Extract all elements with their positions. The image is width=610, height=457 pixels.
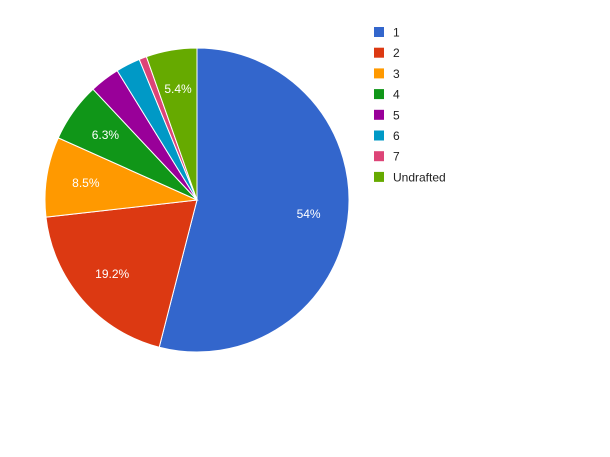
slice-label-2: 19.2% (95, 267, 129, 281)
legend-label-2: 2 (393, 46, 400, 60)
slice-label-undrafted: 5.4% (164, 82, 192, 96)
legend-swatch-1 (374, 27, 384, 37)
legend-label-undrafted: Undrafted (393, 170, 446, 184)
pie-slice-undrafted (145, 47, 198, 201)
legend-swatch-undrafted (374, 171, 384, 182)
pie-slice-labels: 54% 19.2% 8.5% 6.3% 5.4% (72, 82, 321, 281)
legend-swatch-2 (374, 47, 384, 58)
legend-swatch-7 (374, 151, 384, 162)
slice-label-1: 54% (297, 207, 321, 221)
pie-slices (44, 47, 350, 353)
legend-swatch-6 (374, 130, 384, 141)
legend-swatch-3 (374, 68, 384, 79)
legend-label-4: 4 (393, 88, 400, 102)
legend-swatch-4 (374, 89, 384, 100)
pie-slice-2 (45, 199, 198, 348)
legend-label-7: 7 (393, 150, 400, 164)
pie-slice-1 (158, 47, 350, 353)
legend-label-6: 6 (393, 129, 400, 143)
legend-label-3: 3 (393, 67, 400, 81)
legend-label-1: 1 (393, 26, 400, 40)
legend-label-5: 5 (393, 108, 400, 122)
legend: 1 2 3 4 5 6 7 Undrafted (374, 26, 446, 184)
slice-label-4: 6.3% (92, 128, 120, 142)
legend-swatch-5 (374, 109, 384, 120)
slice-label-3: 8.5% (72, 176, 100, 190)
